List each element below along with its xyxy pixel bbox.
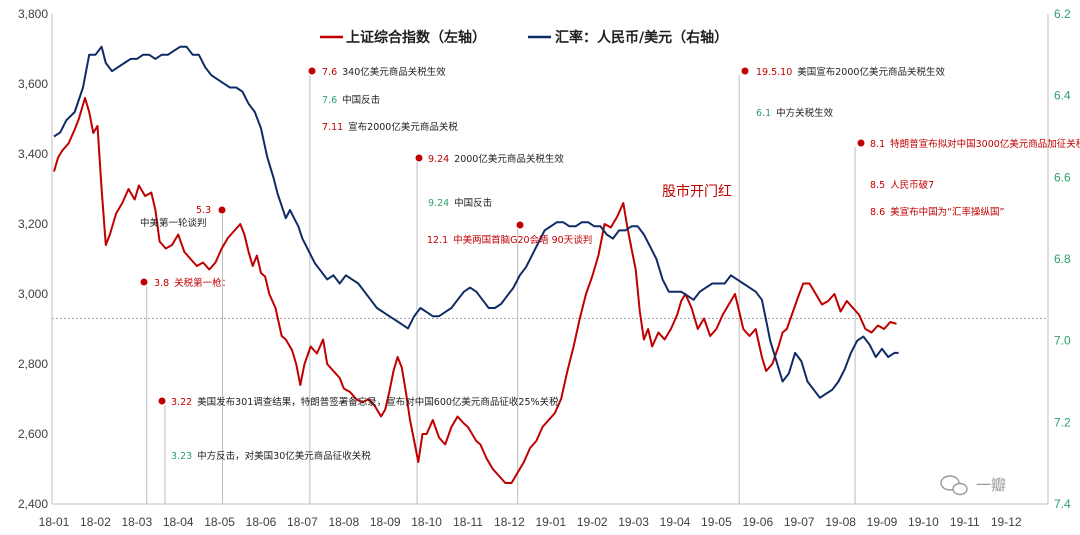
x-tick-label: 18-04 <box>163 515 194 529</box>
right-tick-label: 7.4 <box>1054 497 1071 511</box>
x-tick-label: 18-05 <box>204 515 235 529</box>
right-tick-label: 6.8 <box>1054 252 1071 266</box>
right-tick-label: 7.2 <box>1054 415 1071 429</box>
marker-3-8 <box>140 278 148 286</box>
annotation-9-24-b: 9.24 中国反击 <box>428 197 492 209</box>
annotation-8-1: 8.1 特朗普宣布拟对中国3000亿美元商品加征关税 <box>870 138 1080 150</box>
annotation-3-8: 3.8 关税第一枪： <box>154 277 231 289</box>
x-tick-label: 19-07 <box>784 515 815 529</box>
marker-19-5-10 <box>741 67 749 75</box>
watermark: 一瓣 <box>940 475 1006 496</box>
right-tick-label: 6.2 <box>1054 7 1071 21</box>
series-line-cny-usd <box>53 45 899 399</box>
right-tick-labels: 6.2 6.4 6.6 6.8 7.0 7.2 7.4 <box>1054 7 1071 511</box>
x-tick-label: 19-02 <box>577 515 608 529</box>
x-tick-label: 18-12 <box>494 515 525 529</box>
x-tick-label: 18-03 <box>121 515 152 529</box>
annotation-7-6-b: 7.6 中国反击 <box>322 94 380 106</box>
annotation-markers <box>140 67 865 405</box>
x-tick-label: 18-09 <box>370 515 401 529</box>
right-tick-label: 7.0 <box>1054 334 1071 348</box>
right-tick-label: 6.6 <box>1054 170 1071 184</box>
annotation-8-6: 8.6 美宣布中国为“汇率操纵国” <box>870 206 1005 218</box>
legend-label-sse: 上证综合指数（左轴） <box>346 29 486 46</box>
right-tick-label: 6.4 <box>1054 89 1071 103</box>
marker-5-3 <box>218 206 226 214</box>
annotation-5-3-date: 5.3 <box>196 205 211 216</box>
series-line-sse-index <box>53 97 897 484</box>
annotation-5-3: 中美第一轮谈判 <box>140 217 207 229</box>
left-tick-labels: 3,800 3,600 3,400 3,200 3,000 2,800 2,600 2,400 <box>18 7 48 511</box>
marker-12-1 <box>516 221 524 229</box>
left-tick-label: 2,800 <box>18 357 48 371</box>
x-tick-label: 18-08 <box>328 515 359 529</box>
annotation-19-5-10: 19.5.10 美国宣布2000亿美元商品关税生效 <box>756 66 945 78</box>
left-tick-label: 3,400 <box>18 147 48 161</box>
x-tick-label: 19-01 <box>535 515 566 529</box>
x-tick-label: 19-12 <box>991 515 1022 529</box>
x-tick-label: 18-01 <box>39 515 70 529</box>
marker-8-1 <box>857 139 865 147</box>
annotation-8-5: 8.5 人民币破7 <box>870 179 934 191</box>
x-tick-label: 18-10 <box>411 515 442 529</box>
x-tick-label: 18-11 <box>453 515 483 529</box>
annotation-6-1: 6.1 中方关税生效 <box>756 107 834 119</box>
x-tick-label: 19-09 <box>867 515 898 529</box>
x-tick-label: 19-05 <box>701 515 732 529</box>
annotation-stock-rally: 股市开门红 <box>662 183 732 200</box>
annotation-7-11: 7.11 宣布2000亿美元商品关税 <box>322 121 458 133</box>
wechat-icon-small <box>952 482 968 496</box>
x-tick-label: 18-07 <box>287 515 318 529</box>
annotations: 3.8 关税第一枪： 3.22 美国发布301调查结果，特朗普签署备忘录，宣布对中国… <box>140 66 1080 462</box>
x-tick-label: 19-10 <box>908 515 939 529</box>
annotation-3-22: 3.22 美国发布301调查结果，特朗普签署备忘录，宣布对中国600亿美元商品征收… <box>171 396 559 408</box>
marker-3-22 <box>158 397 166 405</box>
annotation-3-23: 3.23 中方反击，对美国30亿美元商品征收关税 <box>171 450 371 462</box>
x-tick-label: 19-11 <box>950 515 980 529</box>
x-tick-label: 18-06 <box>246 515 277 529</box>
marker-7-6 <box>308 67 316 75</box>
annotation-12-1: 12.1 中美两国首脑G20会晤 90天谈判 <box>427 234 592 246</box>
event-lines <box>146 75 856 504</box>
annotation-9-24-a: 9.24 2000亿美元商品关税生效 <box>428 153 564 165</box>
annotation-7-6-a: 7.6 340亿美元商品关税生效 <box>322 66 446 78</box>
left-tick-label: 2,600 <box>18 427 48 441</box>
left-tick-label: 3,000 <box>18 287 48 301</box>
left-tick-label: 3,200 <box>18 217 48 231</box>
x-tick-label: 19-03 <box>618 515 649 529</box>
left-tick-label: 3,600 <box>18 77 48 91</box>
x-tick-label: 19-06 <box>742 515 773 529</box>
x-tick-label: 19-04 <box>660 515 691 529</box>
x-tick-label: 18-02 <box>80 515 111 529</box>
marker-9-24 <box>415 154 423 162</box>
left-tick-label: 2,400 <box>18 497 48 511</box>
x-tick-labels: 18-01 18-02 18-03 18-04 18-05 18-06 18-07 18-08… <box>39 515 1022 529</box>
x-tick-label: 19-08 <box>825 515 856 529</box>
legend: 上证综合指数（左轴） 汇率：人民币/美元（右轴） <box>320 29 728 46</box>
left-tick-label: 3,800 <box>18 7 48 21</box>
watermark-text: 一瓣 <box>976 476 1006 494</box>
legend-label-fx: 汇率：人民币/美元（右轴） <box>555 29 728 46</box>
